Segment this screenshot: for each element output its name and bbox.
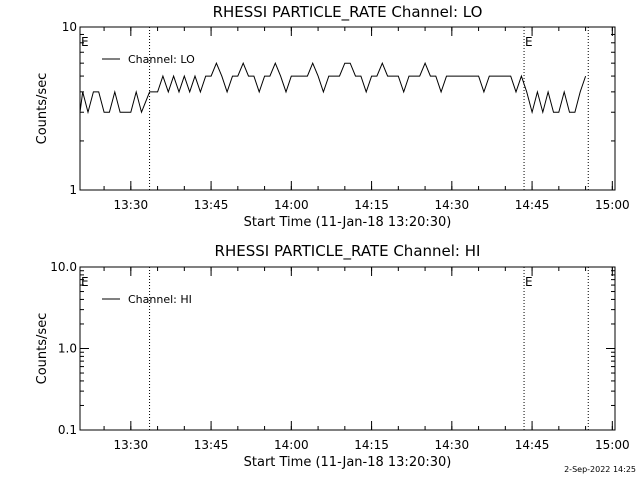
x-tick-label: 14:15 (354, 438, 389, 452)
x-tick-label: 13:30 (114, 438, 149, 452)
y-tick-label: 1 (69, 183, 77, 197)
plot-frame (79, 26, 616, 191)
x-tick-label: 14:00 (274, 438, 309, 452)
y-tick-label: 10.0 (50, 260, 77, 274)
time-marker-label: E (81, 35, 89, 49)
series-line-channel-lo (79, 61, 587, 115)
x-tick-label: 14:15 (354, 198, 389, 212)
chart-title: RHESSI PARTICLE_RATE Channel: LO (213, 3, 483, 22)
y-tick-label: 1.0 (58, 342, 77, 356)
y-tick-label: 10 (62, 20, 77, 34)
legend-label: Channel: HI (128, 293, 192, 306)
time-marker-label: E (525, 35, 533, 49)
chart-panel-lo: RHESSI PARTICLE_RATE Channel: LO Counts/s… (35, 3, 630, 230)
footer-timestamp: 2-Sep-2022 14:25 (564, 465, 636, 474)
x-tick-label: 15:00 (595, 438, 630, 452)
legend-label: Channel: LO (128, 53, 195, 66)
y-tick-label: 0.1 (58, 423, 77, 437)
x-tick-label: 14:45 (515, 438, 550, 452)
chart-panel-hi: RHESSI PARTICLE_RATE Channel: HI Counts/s… (35, 242, 630, 470)
x-tick-label: 15:00 (595, 198, 630, 212)
x-tick-label: 13:45 (194, 198, 229, 212)
plot-frame (79, 266, 616, 431)
time-marker-label: E (81, 275, 89, 289)
x-tick-label: 14:30 (435, 198, 470, 212)
x-axis-label: Start Time (11-Jan-18 13:20:30) (244, 215, 452, 230)
x-tick-label: 14:30 (435, 438, 470, 452)
y-axis-label: Counts/sec (35, 73, 50, 145)
x-tick-label: 13:45 (194, 438, 229, 452)
chart-title: RHESSI PARTICLE_RATE Channel: HI (215, 242, 481, 261)
x-tick-label: 13:30 (114, 198, 149, 212)
x-tick-label: 14:45 (515, 198, 550, 212)
y-axis-label: Counts/sec (35, 313, 50, 385)
x-tick-label: 14:00 (274, 198, 309, 212)
x-axis-label: Start Time (11-Jan-18 13:20:30) (244, 455, 452, 470)
time-marker-label: E (525, 275, 533, 289)
